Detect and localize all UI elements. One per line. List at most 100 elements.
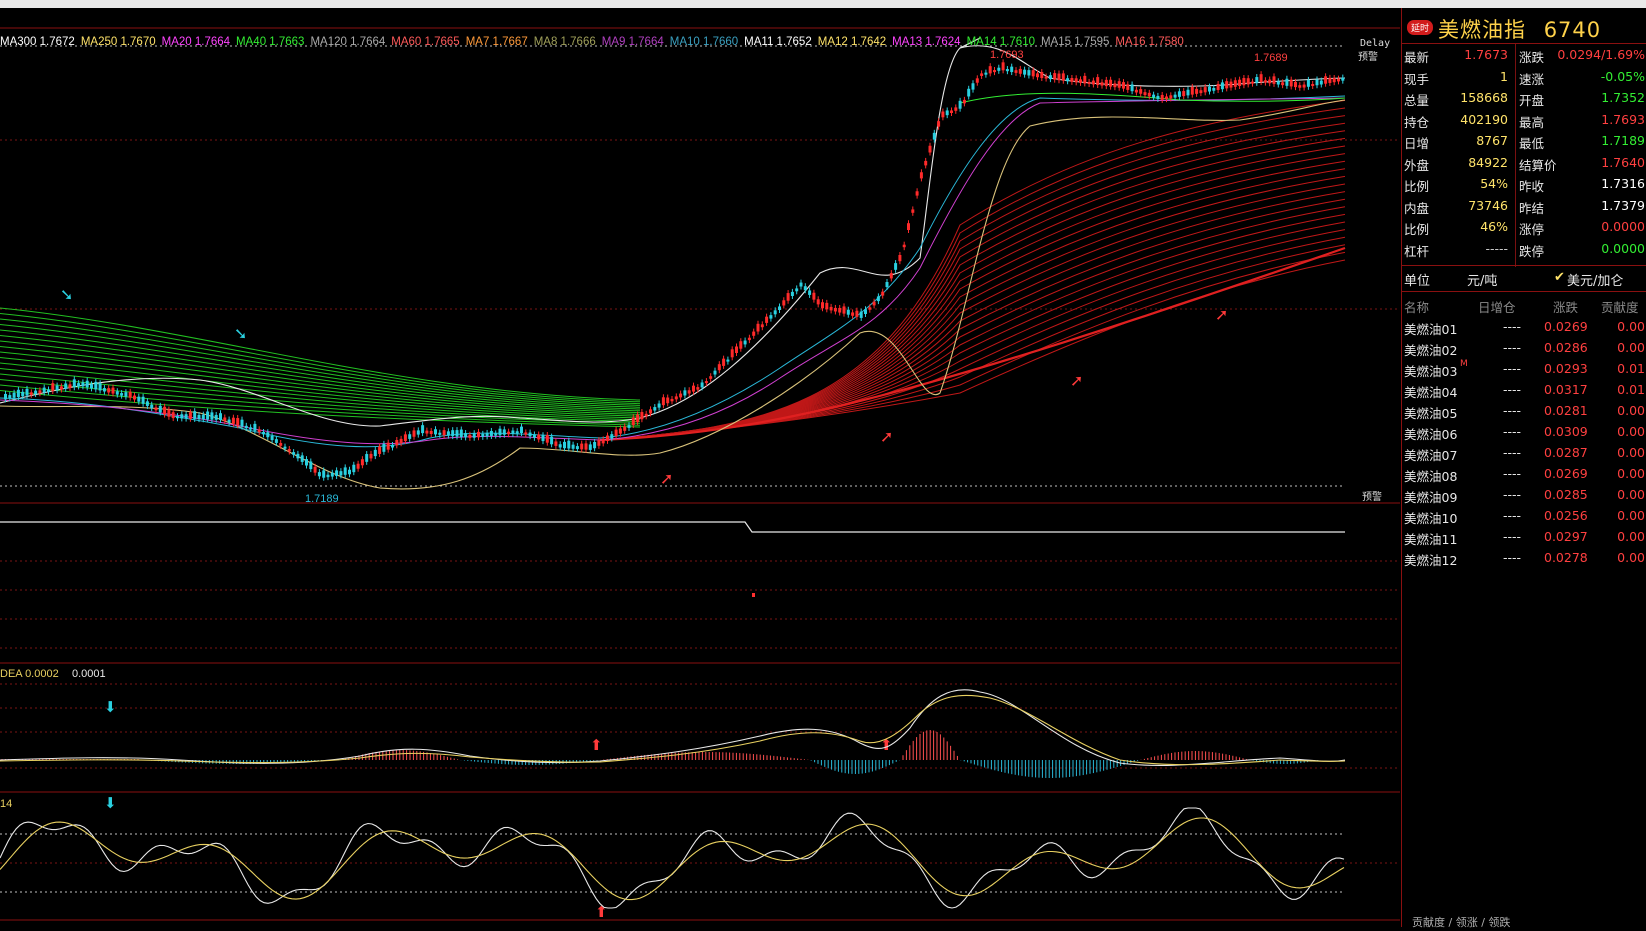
candle-body bbox=[1285, 78, 1289, 86]
ma-legend-item: MA9 1.7664 bbox=[601, 36, 664, 48]
candle-body bbox=[137, 396, 141, 402]
candle-body bbox=[851, 312, 855, 316]
quote-label: 速涨 bbox=[1519, 71, 1545, 87]
contract-row[interactable]: 美燃油07 ---- 0.0287 0.00 bbox=[1402, 443, 1646, 464]
up-arrow-icon: ⬆ bbox=[590, 736, 603, 754]
candle-body bbox=[808, 290, 812, 295]
contract-name: 美燃油05 bbox=[1404, 406, 1458, 421]
candle-body bbox=[747, 337, 751, 341]
contract-row[interactable]: 美燃油05 ---- 0.0281 0.00 bbox=[1402, 401, 1646, 422]
quote-value: 1.7352 bbox=[1601, 90, 1645, 105]
candle-body bbox=[111, 387, 115, 394]
candle-body bbox=[1272, 76, 1276, 84]
contract-contribution: 0.00 bbox=[1617, 340, 1645, 355]
candle-body bbox=[816, 299, 820, 305]
candle-body bbox=[773, 310, 777, 315]
contract-change: 0.0269 bbox=[1544, 466, 1588, 481]
candle-body bbox=[1074, 78, 1078, 83]
candle-body bbox=[661, 397, 665, 406]
contract-row[interactable]: 美燃油06 ---- 0.0309 0.00 bbox=[1402, 422, 1646, 443]
candle-body bbox=[262, 432, 265, 435]
contract-contribution: 0.00 bbox=[1617, 550, 1645, 565]
candle-body bbox=[1289, 79, 1293, 87]
candlesticks bbox=[4, 59, 1345, 481]
candle-body bbox=[16, 389, 20, 398]
candle-body bbox=[1328, 77, 1332, 83]
ma-line-green bbox=[0, 335, 641, 410]
candle-body bbox=[782, 300, 786, 306]
contract-oi-change: ---- bbox=[1503, 466, 1522, 481]
contract-contribution: 0.00 bbox=[1617, 508, 1645, 523]
instrument-title[interactable]: 美燃油指 6740 bbox=[1438, 14, 1601, 44]
candle-body bbox=[382, 443, 386, 452]
contract-row[interactable]: 美燃油11 ---- 0.0297 0.00 bbox=[1402, 527, 1646, 548]
candle-body bbox=[4, 393, 7, 400]
quote-value: 0.0000 bbox=[1601, 219, 1645, 234]
contract-change: 0.0269 bbox=[1544, 319, 1588, 334]
contract-row[interactable]: 美燃油10 ---- 0.0256 0.00 bbox=[1402, 506, 1646, 527]
candle-body bbox=[1053, 73, 1057, 80]
candle-body bbox=[339, 471, 343, 476]
contract-name: 美燃油07 bbox=[1404, 448, 1458, 463]
candle-body bbox=[1268, 79, 1272, 84]
candle-body bbox=[812, 292, 816, 300]
candle-body bbox=[8, 395, 12, 399]
contract-row[interactable]: 美燃油04 ---- 0.0317 0.01 bbox=[1402, 380, 1646, 401]
signal-arrows: ➘ ➘ ➚ ➚ ➚ ➚ ⬇ ⬇ ⬆ ⬆ ⬆ bbox=[60, 285, 1228, 921]
up-arrow-icon: ➚ bbox=[660, 469, 673, 488]
candle-body bbox=[760, 324, 764, 328]
contract-row[interactable]: 美燃油08 ---- 0.0269 0.00 bbox=[1402, 464, 1646, 485]
candle-body bbox=[683, 390, 687, 396]
contract-row[interactable]: 美燃油01 ---- 0.0269 0.00 bbox=[1402, 317, 1646, 338]
chart-area[interactable]: ➘ ➘ ➚ ➚ ➚ ➚ ⬇ ⬇ ⬆ ⬆ ⬆ MA300 1.7672 MA250 … bbox=[0, 8, 1400, 927]
contract-row[interactable]: 美燃油02 ---- 0.0286 0.00 bbox=[1402, 338, 1646, 359]
candle-body bbox=[726, 359, 730, 362]
candle-body bbox=[881, 291, 885, 296]
candle-body bbox=[1070, 78, 1074, 82]
quote-label: 日增 bbox=[1404, 136, 1430, 151]
quote-value: 1.7673 bbox=[1464, 47, 1508, 62]
contract-row[interactable]: 美燃油12 ---- 0.0278 0.00 bbox=[1402, 548, 1646, 569]
candle-body bbox=[1126, 84, 1130, 90]
price-chart-canvas[interactable]: ➘ ➘ ➚ ➚ ➚ ➚ ⬇ ⬇ ⬆ ⬆ ⬆ bbox=[0, 8, 1400, 927]
col-change[interactable]: 涨跌 bbox=[1553, 300, 1579, 315]
bottom-tabs[interactable]: 贡献度 / 领涨 / 领跌 bbox=[1412, 916, 1511, 929]
contract-row[interactable]: 美燃油03 M ---- 0.0293 0.01 bbox=[1402, 359, 1646, 380]
candle-body bbox=[369, 453, 373, 459]
ma-legend-item: MA15 1.7595 bbox=[1041, 36, 1110, 48]
candle-body bbox=[167, 409, 171, 417]
candle-body bbox=[378, 446, 382, 454]
quote-label: 杠杆 bbox=[1404, 243, 1430, 259]
contract-row[interactable]: 美燃油09 ---- 0.0285 0.00 bbox=[1402, 485, 1646, 506]
candle-body bbox=[163, 406, 167, 415]
quote-label: 涨停 bbox=[1519, 222, 1545, 237]
col-contribution[interactable]: 贡献度 bbox=[1601, 300, 1639, 315]
candle-body bbox=[1139, 89, 1143, 94]
quote-value: 1.7693 bbox=[1601, 111, 1645, 127]
ma-line-red bbox=[599, 115, 1346, 441]
candle-body bbox=[511, 430, 515, 434]
candle-body bbox=[1208, 86, 1211, 92]
candle-body bbox=[859, 311, 863, 318]
quote-value: 84922 bbox=[1468, 154, 1508, 170]
candle-body bbox=[1031, 70, 1035, 77]
unit-usd-option[interactable]: 美元/加仑 bbox=[1567, 274, 1624, 289]
ma-line-red bbox=[599, 198, 1346, 441]
candle-body bbox=[1238, 79, 1242, 87]
col-name[interactable]: 名称 bbox=[1404, 300, 1430, 315]
macd-value: 0.0001 bbox=[72, 668, 106, 680]
candle-body bbox=[386, 442, 390, 450]
kdj-label: 14 bbox=[0, 798, 13, 810]
up-arrow-icon: ➚ bbox=[1070, 371, 1083, 390]
candle-body bbox=[1242, 77, 1246, 86]
quote-label: 总量 bbox=[1404, 93, 1430, 108]
candle-body bbox=[902, 244, 906, 248]
quote-value: 54% bbox=[1480, 176, 1508, 191]
candle-body bbox=[730, 349, 734, 358]
quote-row: 日增 8767 最低 1.7189 bbox=[1402, 130, 1646, 152]
unit-rmb-option[interactable]: 元/吨 bbox=[1467, 274, 1498, 289]
col-oi-change[interactable]: 日增仓 bbox=[1478, 300, 1516, 315]
candle-body bbox=[150, 404, 154, 409]
candle-body bbox=[524, 432, 528, 435]
quote-label: 跌停 bbox=[1519, 243, 1545, 259]
